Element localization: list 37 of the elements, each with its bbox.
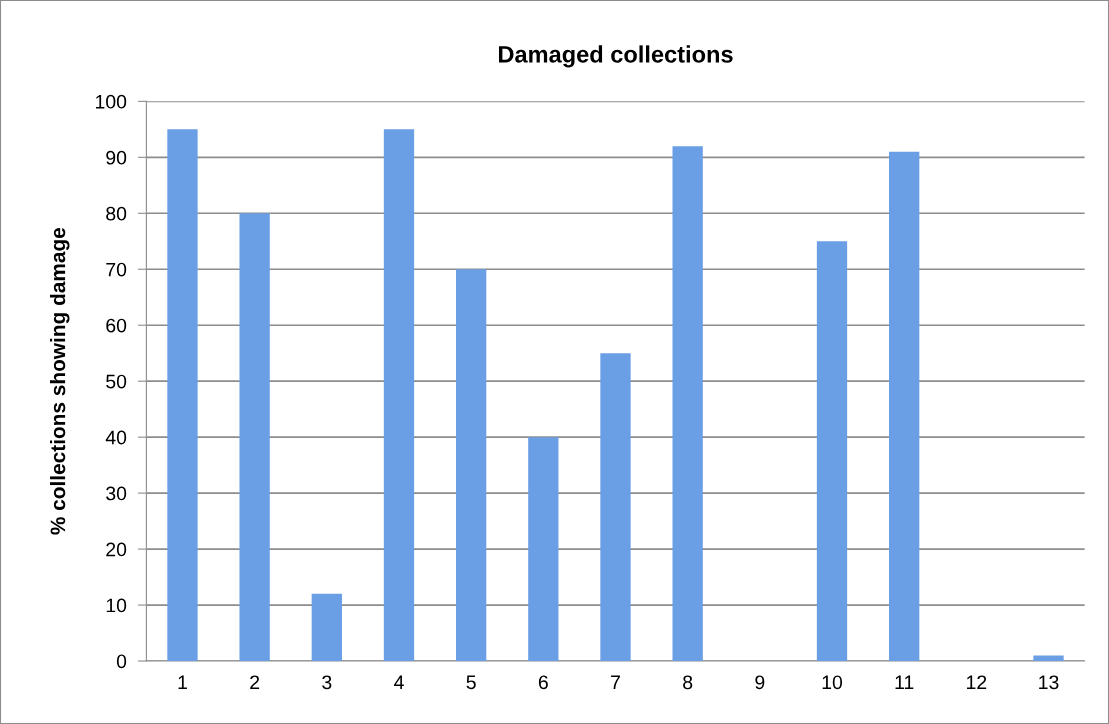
x-tick-label: 4 — [394, 675, 404, 689]
x-tick-label: 5 — [466, 675, 476, 690]
bar — [311, 593, 342, 662]
bar — [456, 269, 487, 662]
x-tick-label: 6 — [538, 675, 548, 690]
chart-title: Damaged collections — [498, 45, 733, 68]
x-tick-label: 2 — [250, 675, 260, 689]
x-tick-label: 1 — [178, 675, 187, 689]
x-tick-label: 7 — [611, 675, 620, 689]
bar — [383, 129, 415, 662]
y-tick-label: 20 — [106, 542, 127, 557]
y-tick-label: 50 — [106, 374, 127, 389]
bar — [528, 437, 559, 662]
x-tick-label: 3 — [322, 675, 332, 690]
bar — [672, 146, 703, 662]
y-tick-label: 80 — [106, 206, 127, 221]
bar — [239, 213, 270, 662]
y-tick-label: 100 — [95, 94, 127, 109]
y-tick-label: 70 — [106, 262, 127, 277]
y-tick-label: 0 — [116, 654, 127, 669]
x-tick-label: 13 — [1039, 675, 1059, 690]
x-tick-label: 8 — [683, 675, 693, 690]
bar — [889, 151, 920, 662]
y-tick-label: 90 — [106, 150, 127, 165]
y-axis-title: % collections showing damage — [49, 227, 70, 535]
y-tick-label: 30 — [106, 486, 127, 501]
x-tick-label: 10 — [822, 675, 843, 690]
y-tick-label: 40 — [105, 430, 127, 445]
x-tick-label: 11 — [895, 675, 914, 689]
bar — [600, 353, 631, 662]
bar — [1033, 655, 1064, 662]
bar — [816, 241, 848, 662]
x-tick-label: 9 — [755, 675, 765, 690]
x-tick-label: 12 — [967, 675, 987, 689]
bar — [167, 129, 198, 662]
y-tick-label: 60 — [106, 318, 127, 333]
y-tick-label: 10 — [106, 598, 127, 613]
